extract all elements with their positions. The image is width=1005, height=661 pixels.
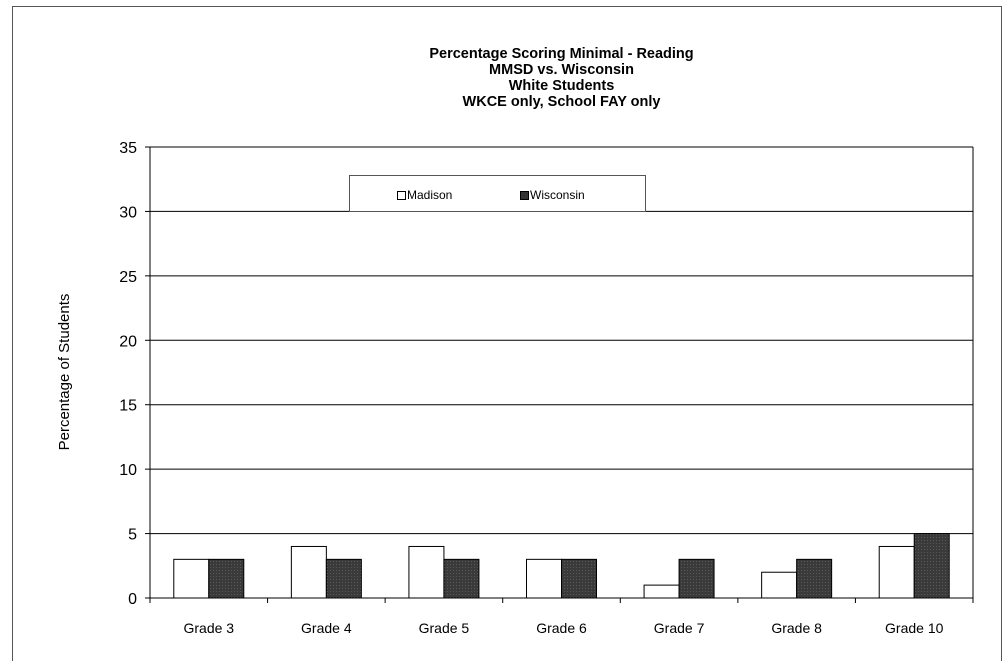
- x-tick-label: Grade 4: [301, 620, 352, 636]
- x-tick-label: Grade 6: [536, 620, 587, 636]
- chart-frame: [12, 6, 1002, 661]
- bar-wisconsin-grade-7: [678, 558, 715, 599]
- y-tick-label: 35: [119, 140, 137, 157]
- x-tick-label: Grade 5: [419, 620, 470, 636]
- chart-title: Percentage Scoring Minimal - Reading MMS…: [150, 46, 973, 110]
- legend-swatch-madison: [397, 190, 406, 200]
- bar-wisconsin-grade-5: [443, 558, 480, 599]
- bar-madison-grade-8: [761, 571, 798, 599]
- legend-label-wisconsin: Wisconsin: [530, 188, 585, 202]
- y-tick-label: 15: [119, 398, 137, 415]
- legend-swatch-wisconsin: [520, 190, 529, 200]
- legend-item-madison: Madison: [397, 188, 452, 202]
- bar-madison-grade-3: [173, 558, 210, 599]
- y-tick-label: 5: [128, 527, 137, 544]
- y-tick-label: 0: [128, 591, 137, 608]
- legend-label-madison: Madison: [407, 188, 453, 202]
- title-line-1: Percentage Scoring Minimal - Reading: [429, 46, 694, 62]
- x-tick-label: Grade 7: [654, 620, 705, 636]
- bar-madison-grade-10: [878, 545, 915, 599]
- title-line-2: MMSD vs. Wisconsin: [489, 62, 634, 78]
- legend-item-wisconsin: Wisconsin: [520, 188, 585, 202]
- bar-wisconsin-grade-3: [208, 558, 245, 599]
- y-tick-label: 25: [119, 269, 137, 286]
- legend: Madison Wisconsin: [349, 175, 646, 212]
- x-tick-label: Grade 10: [885, 620, 944, 636]
- bar-madison-grade-7: [643, 584, 680, 599]
- bar-wisconsin-grade-10: [913, 533, 950, 599]
- bar-wisconsin-grade-6: [561, 558, 597, 599]
- title-line-3: White Students: [508, 78, 615, 94]
- y-axis-label: Percentage of Students: [56, 294, 73, 451]
- bar-madison-grade-4: [290, 545, 327, 599]
- bar-madison-grade-6: [526, 558, 562, 599]
- y-tick-label: 30: [119, 204, 137, 221]
- title-line-4: WKCE only, School FAY only: [462, 94, 661, 110]
- bar-wisconsin-grade-4: [325, 558, 362, 599]
- y-tick-label: 10: [119, 462, 137, 479]
- bar-madison-grade-5: [408, 545, 445, 599]
- y-tick-label: 20: [119, 333, 137, 350]
- x-tick-label: Grade 3: [183, 620, 234, 636]
- bar-wisconsin-grade-8: [796, 558, 833, 599]
- x-tick-label: Grade 8: [771, 620, 822, 636]
